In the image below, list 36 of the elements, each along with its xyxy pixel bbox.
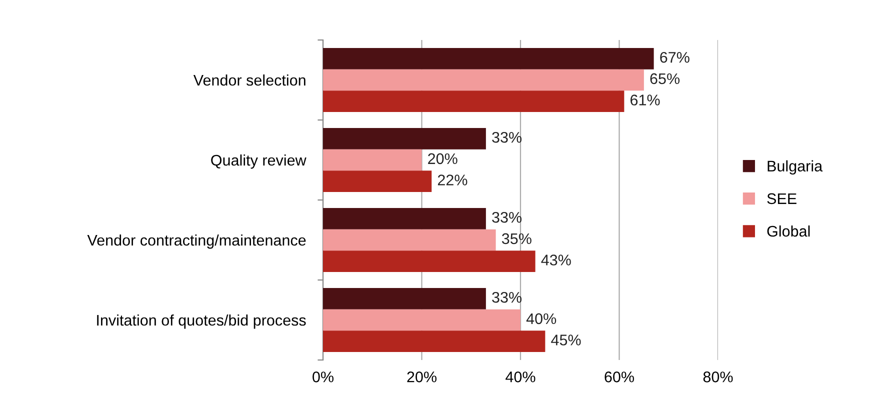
data-label: 40%: [526, 313, 556, 324]
x-tick-label: 0%: [312, 372, 334, 382]
x-tick-label: 60%: [604, 372, 634, 382]
bar: [323, 229, 496, 251]
bar: [323, 208, 486, 230]
bar: [323, 250, 536, 272]
y-tick-label: Vendor contracting/maintenance: [87, 234, 306, 249]
data-label: 35%: [502, 233, 532, 244]
x-tick-label: 20%: [407, 372, 436, 382]
bar: [323, 128, 486, 150]
data-label: 33%: [492, 212, 522, 223]
x-tick-label: 80%: [703, 372, 733, 382]
x-tick-label: 40%: [506, 372, 536, 382]
data-label: 33%: [492, 132, 522, 143]
legend-label: Bulgaria: [768, 160, 823, 175]
y-tick-label: Invitation of quotes/bid process: [97, 314, 306, 329]
legend-label: SEE: [767, 193, 796, 204]
bar: [323, 330, 546, 352]
bar: [323, 170, 432, 192]
data-label: 20%: [428, 153, 458, 164]
data-label: 65%: [650, 73, 680, 84]
data-label: 45%: [551, 334, 581, 346]
legend-label: Global: [767, 225, 810, 237]
y-tick-label: Quality review: [211, 154, 306, 169]
data-label: 67%: [660, 52, 690, 63]
data-label: 33%: [492, 292, 522, 303]
data-label: 22%: [438, 174, 468, 186]
bar: [323, 288, 486, 310]
data-label: 43%: [541, 254, 571, 266]
bar: [323, 309, 520, 331]
bar: [323, 149, 422, 171]
y-tick-label: Vendor selection: [193, 74, 306, 86]
bar: [323, 90, 624, 112]
data-label: 61%: [630, 94, 660, 106]
bar: [323, 69, 644, 91]
bar: [323, 48, 654, 70]
